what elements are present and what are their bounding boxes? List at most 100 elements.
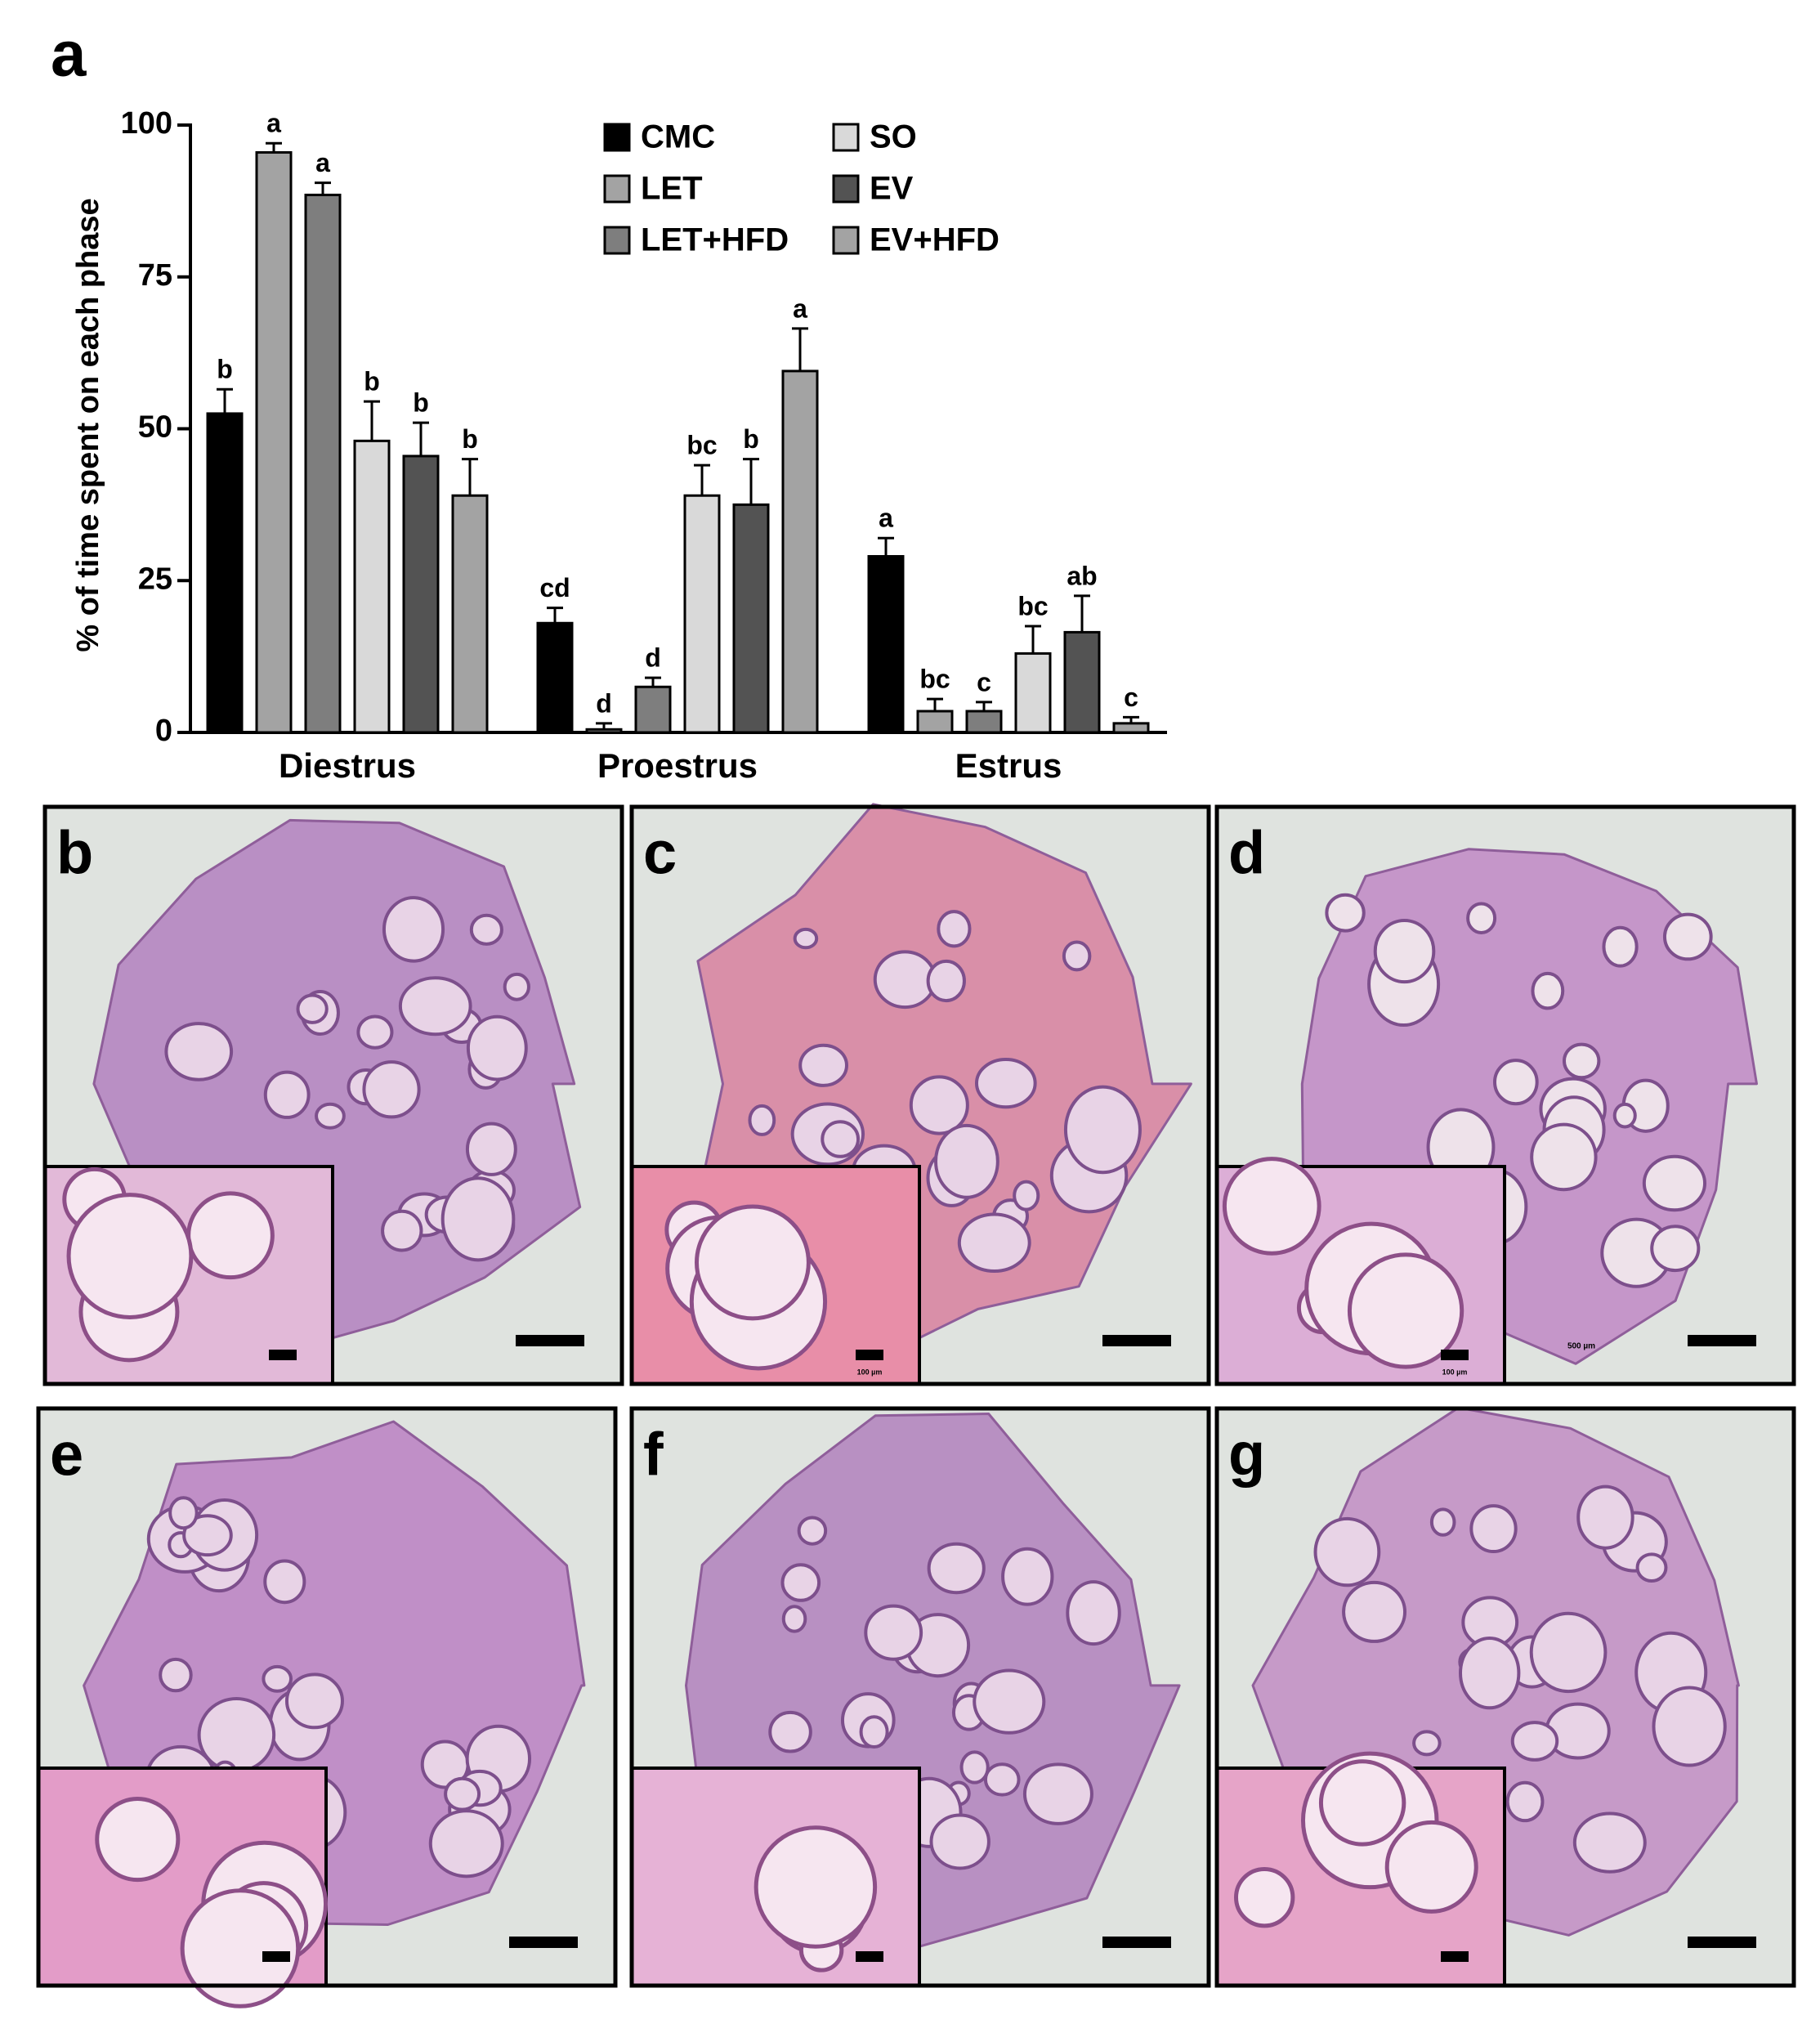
legend-label: LET [641,171,703,207]
inset-scale-label: 100 µm [1442,1368,1468,1376]
inset-follicle [1222,1157,1321,1256]
follicle [1373,918,1436,984]
significance-label: b [743,424,759,454]
follicle [1531,971,1565,1010]
inset-scale-bar [856,1951,883,1962]
x-tick-label: Proestrus [597,746,758,785]
legend-label: LET+HFD [641,222,789,258]
follicle [1652,1686,1727,1767]
follicle [974,1057,1037,1109]
micrograph-panel: 100 µm c [629,803,1211,1386]
significance-label: b [364,367,380,396]
follicle [465,1122,517,1176]
scale-bar [1102,1335,1171,1346]
scale-bar [1102,1937,1171,1948]
y-tick-label: 0 [155,714,172,748]
error-bar [792,327,808,371]
legend-label: SO [870,119,917,155]
legend-swatch [603,123,631,152]
follicle [315,1102,346,1130]
follicle [1642,1154,1707,1212]
bar [867,555,905,734]
follicle [1530,1122,1598,1192]
error-bar [462,458,478,496]
error-bar [1123,715,1139,723]
follicle [182,1514,233,1557]
follicle [1469,1504,1518,1554]
follicle [927,1542,986,1595]
legend-label: EV [870,171,914,207]
significance-label: c [977,667,991,696]
follicle [168,1496,199,1530]
significance-label: cd [539,573,570,602]
follicle [793,927,819,950]
follicle [973,1668,1046,1735]
error-bar [878,536,894,557]
follicle [859,1715,889,1749]
inset-follicle [180,1888,301,2008]
error-bar [217,387,233,414]
follicle [1429,1507,1456,1537]
follicle [1602,925,1639,968]
follicle [957,1212,1031,1274]
panel-label: g [1228,1421,1265,1489]
follicle [503,972,530,1001]
follicle [937,910,972,948]
inset-scale-bar [262,1951,290,1962]
follicle [356,1014,394,1050]
follicle [1466,902,1497,934]
bar [1014,652,1052,734]
bar [916,710,954,734]
significance-label: bc [919,665,950,694]
inset-follicle [1347,1252,1464,1369]
follicle [1066,1580,1121,1646]
follicle [1635,1552,1668,1583]
follicle [466,1014,528,1081]
bar [965,710,1003,734]
bar [451,494,489,734]
error-bar [596,722,612,730]
scale-bar [516,1335,584,1346]
follicle [262,1664,293,1693]
error-bar [1074,594,1090,633]
inset-scale-bar [1441,1350,1469,1360]
follicle [382,896,445,963]
follicle [197,1696,276,1773]
follicle [1510,1721,1559,1762]
legend-label: EV+HFD [870,222,999,258]
follicle [821,1120,861,1158]
bar [634,685,672,734]
inset-follicle [1233,1866,1295,1928]
inset-follicle [66,1193,194,1319]
micrograph-panel: f [629,1406,1211,1988]
follicle [1325,893,1366,933]
significance-label: c [1124,683,1138,712]
significance-label: a [879,504,893,533]
inset-follicle [186,1191,275,1280]
panel-label: e [50,1421,83,1489]
micrograph-panel: 100 µm 500 µm d [1214,804,1796,1386]
bar [255,150,293,734]
y-tick-label: 75 [138,258,172,293]
inset-follicle [95,1797,181,1883]
significance-label: b [217,355,233,384]
inset-follicle [1318,1759,1406,1847]
follicle [780,1563,821,1602]
follicle [1313,1516,1381,1587]
error-bar [315,181,331,195]
follicle [444,1776,481,1811]
bar [732,503,770,734]
follicle [798,1043,848,1087]
follicle [398,976,472,1037]
panel-frame [629,1406,1211,1988]
panel-label: a [51,18,87,90]
follicle [1022,1762,1093,1825]
bar [353,439,391,734]
error-bar [694,463,710,496]
bar [1063,630,1101,734]
follicle [263,1559,306,1605]
y-tick-label: 25 [138,562,172,596]
follicle [263,1070,311,1119]
